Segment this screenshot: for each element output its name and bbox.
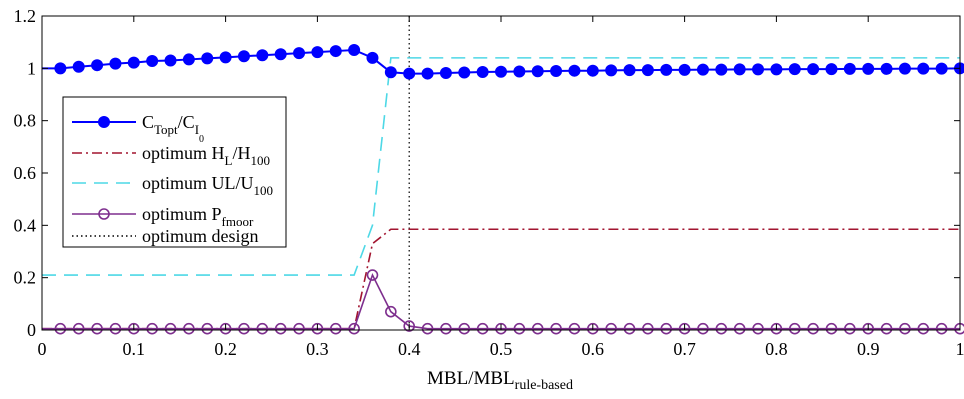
- ctopt-point: [496, 66, 507, 77]
- ctopt-point: [624, 65, 635, 76]
- ctopt-point: [349, 45, 360, 56]
- x-tick-label: 0.1: [123, 339, 146, 359]
- ctopt-point: [881, 63, 892, 74]
- ctopt-point: [459, 67, 470, 78]
- x-tick-label: 0.8: [765, 339, 788, 359]
- ctopt-point: [73, 61, 84, 72]
- ctopt-point: [92, 60, 103, 71]
- ctopt-point: [275, 49, 286, 60]
- x-tick-label: 0.7: [673, 339, 696, 359]
- ctopt-point: [183, 54, 194, 65]
- x-tick-label: 0.3: [306, 339, 329, 359]
- ctopt-point: [477, 66, 488, 77]
- ctopt-point: [697, 64, 708, 75]
- x-tick-label: 0.9: [857, 339, 880, 359]
- ctopt-point: [826, 64, 837, 75]
- y-tick-label: 1.2: [14, 6, 37, 26]
- series-pfmoor-line: [42, 275, 960, 329]
- x-tick-label: 0.2: [214, 339, 237, 359]
- ctopt-point: [220, 52, 231, 63]
- ctopt-point: [257, 50, 268, 61]
- ctopt-point: [422, 68, 433, 79]
- y-tick-label: 1: [27, 58, 36, 78]
- ctopt-point: [404, 68, 415, 79]
- ctopt-point: [642, 65, 653, 76]
- x-tick-label: 0: [38, 339, 47, 359]
- ctopt-point: [202, 53, 213, 64]
- ctopt-point: [734, 64, 745, 75]
- ctopt-point: [771, 64, 782, 75]
- ctopt-point: [367, 52, 378, 63]
- ctopt-point: [716, 64, 727, 75]
- ctopt-point: [110, 58, 121, 69]
- ctopt-point: [532, 66, 543, 77]
- y-tick-label: 0.4: [14, 215, 37, 235]
- y-tick-label: 0.2: [14, 268, 37, 288]
- x-axis-label: MBL/MBLrule-based: [427, 368, 573, 393]
- ctopt-point: [753, 64, 764, 75]
- ctopt-point: [936, 63, 947, 74]
- ctopt-point: [128, 57, 139, 68]
- ctopt-point: [514, 66, 525, 77]
- x-tick-label: 1: [956, 339, 964, 359]
- ctopt-point: [569, 65, 580, 76]
- y-tick-label: 0.6: [14, 163, 37, 183]
- ctopt-point: [587, 65, 598, 76]
- ctopt-point: [808, 64, 819, 75]
- ctopt-point: [55, 63, 66, 74]
- ctopt-point: [294, 48, 305, 59]
- legend-entry-design-label: optimum design: [142, 226, 259, 246]
- x-tick-label: 0.4: [398, 339, 421, 359]
- ctopt-point: [238, 51, 249, 62]
- ctopt-point: [330, 46, 341, 57]
- ctopt-point: [863, 63, 874, 74]
- ctopt-point: [551, 65, 562, 76]
- ctopt-point: [844, 63, 855, 74]
- ctopt-point: [679, 64, 690, 75]
- y-tick-label: 0: [27, 320, 36, 340]
- ctopt-point: [147, 56, 158, 67]
- x-tick-label: 0.6: [582, 339, 605, 359]
- ctopt-point: [918, 63, 929, 74]
- legend-marker-filled: [99, 117, 110, 128]
- ctopt-point: [385, 67, 396, 78]
- ctopt-point: [165, 55, 176, 66]
- ctopt-point: [440, 68, 451, 79]
- ctopt-point: [789, 64, 800, 75]
- x-tick-label: 0.5: [490, 339, 513, 359]
- y-tick-label: 0.8: [14, 111, 37, 131]
- ctopt-point: [312, 47, 323, 58]
- ctopt-point: [606, 65, 617, 76]
- ctopt-point: [899, 63, 910, 74]
- ctopt-point: [661, 64, 672, 75]
